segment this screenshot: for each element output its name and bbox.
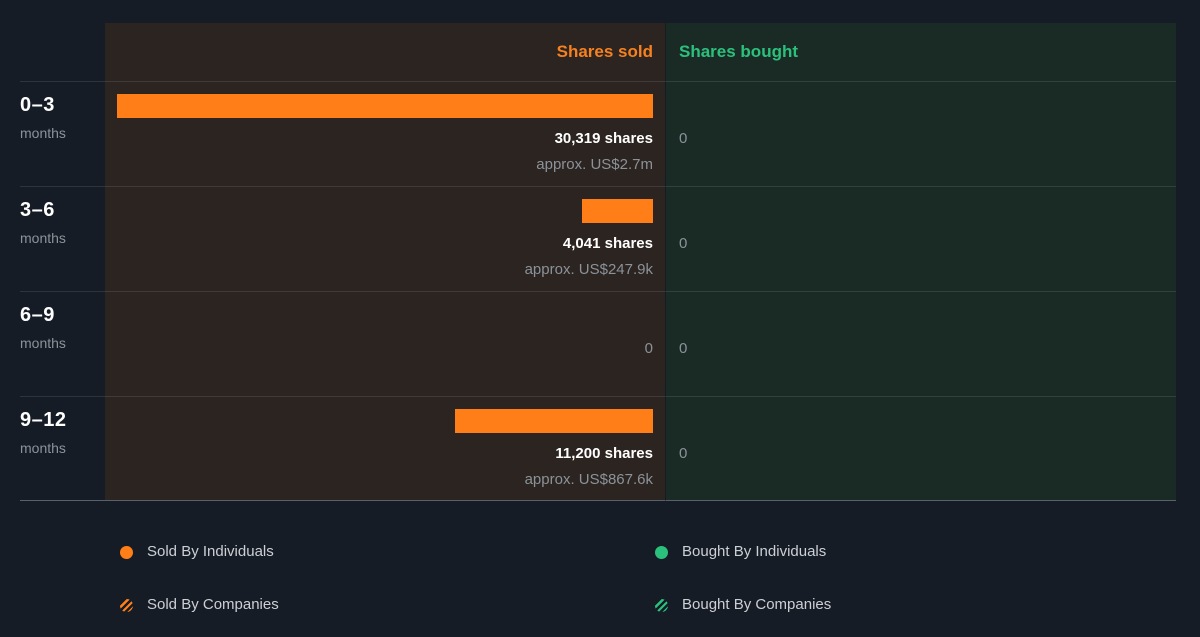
period-label-9-12: 9–12 months	[20, 396, 105, 501]
sold-bar-track	[117, 409, 653, 433]
sold-shares-value: 4,041 shares	[562, 235, 653, 252]
period-label-3-6: 3–6 months	[20, 186, 105, 291]
period-range: 6–9	[20, 304, 55, 326]
bought-cell-6-9: 0	[665, 291, 1176, 396]
sold-bar[interactable]	[117, 94, 653, 118]
period-label-6-9: 6–9 months	[20, 291, 105, 396]
sold-shares-value: 30,319 shares	[554, 130, 653, 147]
bought-bar-track	[679, 409, 1176, 433]
sold-cell-3-6: 4,041 shares approx. US$247.9k	[105, 186, 665, 291]
chart-area: Shares sold Shares bought 0–3 months 30,…	[20, 23, 1176, 501]
legend-item-bought-companies[interactable]: Bought By Companies	[655, 596, 831, 614]
legend-label: Sold By Individuals	[147, 543, 274, 560]
legend-item-bought-individuals[interactable]: Bought By Individuals	[655, 543, 826, 561]
sold-bar-track	[117, 199, 653, 223]
sold-approx-value	[117, 365, 653, 384]
period-unit: months	[20, 440, 66, 456]
sold-approx-value: approx. US$247.9k	[524, 261, 653, 278]
legend-label: Bought By Companies	[682, 596, 832, 613]
bought-cell-9-12: 0	[665, 396, 1176, 501]
sold-companies-swatch-icon	[120, 598, 133, 612]
bought-shares-value: 0	[679, 130, 688, 147]
legend-item-sold-individuals[interactable]: Sold By Individuals	[120, 543, 274, 561]
sold-bar-track	[117, 94, 653, 118]
period-label-0-3: 0–3 months	[20, 81, 105, 186]
period-range: 0–3	[20, 94, 55, 116]
bought-companies-swatch-icon	[655, 598, 668, 612]
period-range: 3–6	[20, 199, 55, 221]
bought-bar-track	[679, 199, 1176, 223]
sold-approx-value: approx. US$2.7m	[536, 156, 653, 173]
sold-shares-value: 11,200 shares	[555, 445, 653, 462]
sold-bar[interactable]	[455, 409, 653, 433]
bought-cell-0-3: 0	[665, 81, 1176, 186]
header-spacer	[20, 23, 105, 81]
sold-cell-9-12: 11,200 shares approx. US$867.6k	[105, 396, 665, 501]
legend-label: Bought By Individuals	[682, 543, 827, 560]
bought-bar-track	[679, 94, 1176, 118]
sold-bar[interactable]	[581, 199, 653, 223]
bought-shares-value: 0	[679, 445, 688, 462]
period-unit: months	[20, 230, 66, 246]
period-unit: months	[20, 125, 66, 141]
sold-cell-0-3: 30,319 shares approx. US$2.7m	[105, 81, 665, 186]
period-range: 9–12	[20, 409, 67, 431]
legend-item-sold-companies[interactable]: Sold By Companies	[120, 596, 279, 614]
sold-approx-value: approx. US$867.6k	[524, 471, 653, 488]
sold-bar-track	[117, 304, 653, 328]
header-shares-bought: Shares bought	[665, 23, 1176, 81]
bought-shares-value: 0	[679, 235, 688, 252]
sold-shares-value: 0	[644, 340, 653, 357]
legend-label: Sold By Companies	[147, 596, 279, 613]
header-shares-sold: Shares sold	[105, 23, 665, 81]
bought-bar-track	[679, 304, 1176, 328]
bought-cell-3-6: 0	[665, 186, 1176, 291]
bought-individuals-swatch-icon	[655, 545, 668, 559]
sold-cell-6-9: 0	[105, 291, 665, 396]
period-unit: months	[20, 335, 66, 351]
sold-individuals-swatch-icon	[120, 545, 133, 559]
bought-shares-value: 0	[679, 340, 688, 357]
chart-grid: Shares sold Shares bought 0–3 months 30,…	[20, 23, 1176, 501]
